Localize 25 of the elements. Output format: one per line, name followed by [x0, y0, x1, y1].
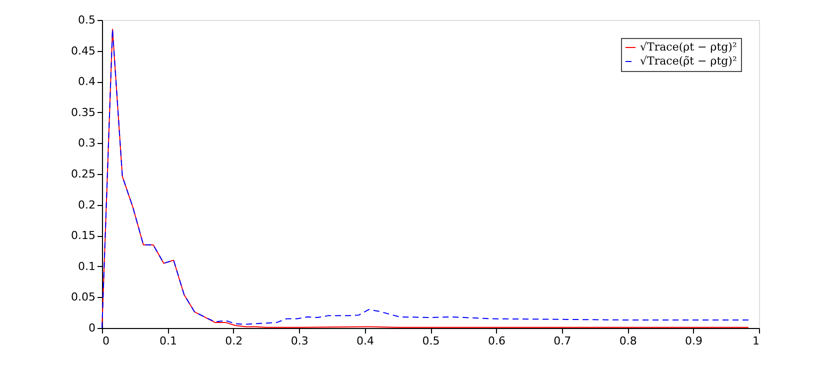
x-tick-label: 0.1 [159, 334, 177, 348]
y-tick-label: 0.15 [71, 229, 96, 242]
y-tick-label: 0.45 [71, 44, 96, 58]
y-tick-label: 0.05 [71, 290, 96, 304]
y-tick-label: 0.5 [78, 14, 96, 26]
x-tick-label: 0.6 [488, 334, 506, 348]
line-series [102, 28, 749, 328]
y-tick-label: 0.25 [71, 168, 96, 180]
y-tick-label: 0.4 [78, 75, 96, 88]
x-tick-label: 0.5 [422, 334, 440, 348]
x-tick-label: 0.4 [356, 334, 374, 348]
legend-label: √Trace(ρ̃t − ρtg)² [640, 54, 737, 68]
x-tick-label: 0.8 [619, 334, 637, 348]
x-tick-label: 0.3 [290, 334, 308, 348]
y-tick-label: 0.3 [78, 136, 96, 150]
x-tick-label: 0.7 [554, 334, 572, 348]
x-tick-label: 1 [752, 334, 760, 348]
y-tick-label: 0 [88, 322, 96, 334]
x-tick-label: 0 [102, 334, 110, 348]
y-tick-label: 0.35 [71, 106, 96, 119]
y-tick-label: 0.1 [78, 260, 96, 273]
y-tick-label: 0.2 [78, 198, 96, 212]
x-tick-label: 0.2 [225, 334, 243, 348]
legend-label: √Trace(ρt − ρtg)² [640, 40, 737, 54]
x-tick-label: 0.9 [685, 334, 703, 348]
